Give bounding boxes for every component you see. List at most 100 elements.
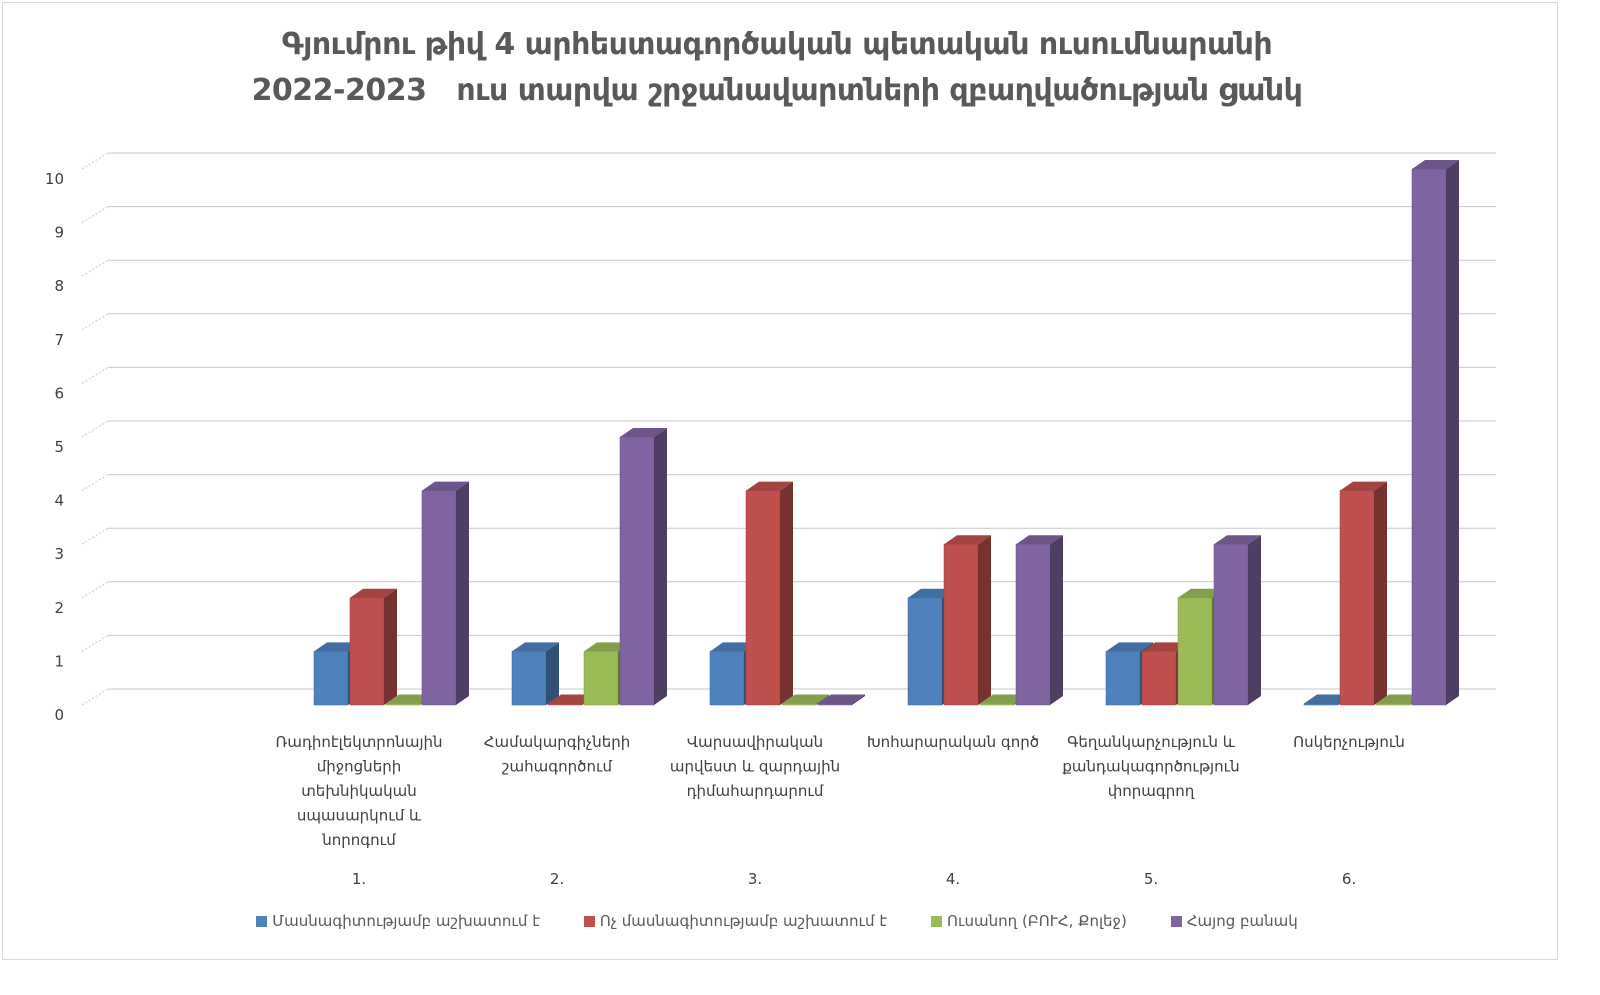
bar [1015,543,1051,706]
bar-side [852,694,865,705]
bar-top [782,694,829,704]
legend-item: Ոչ մասնագիտությամբ աշխատում է [583,912,888,930]
category-number: 5. [1144,870,1158,888]
bar [817,703,853,706]
bar [385,703,421,706]
legend-swatch [1170,915,1182,927]
bar-side [1248,535,1261,705]
bar [1411,168,1447,706]
bar-top [818,694,865,704]
gridline-side [81,634,109,652]
gridline-side [81,152,109,170]
chart-title-line-2: 2022-2023 ուս տարվա շրջանավարտների զբաղվ… [251,73,1303,108]
bar [313,651,349,706]
bar [1375,703,1411,706]
legend-label: Հայոց բանակ [1186,912,1298,930]
bar-top [746,481,793,491]
legend-label: Մասնագիտությամբ աշխատում է [272,912,540,930]
bar-top [1340,481,1387,491]
bar-top [944,535,991,545]
bar-side [1374,481,1387,705]
gridline-side [81,420,109,438]
y-tick-label: 1 [54,652,64,670]
bar-side [546,642,559,705]
bar [619,436,655,706]
bar [1213,543,1249,706]
bar-top [1214,535,1261,545]
bar-top [1178,588,1225,598]
bar-side [816,694,829,705]
chart-legend: Մասնագիտությամբ աշխատում է Ոչ մասնագիտութ… [0,912,1554,930]
gridline-side [81,474,109,492]
y-tick-label: 2 [54,599,64,617]
bar-top [1016,535,1063,545]
bar-side [384,588,397,705]
bar-side [1050,535,1063,705]
y-tick-label: 9 [54,224,64,242]
bar [979,703,1015,706]
legend-label: Ուսանող (ԲՈՒՀ, Քոլեջ) [947,912,1127,930]
bar-top [980,694,1027,704]
bar [709,651,745,706]
gridline-side [81,688,109,706]
x-tick-label: Վարսավիրական արվեստ և զարդային դիմահարդարո… [670,733,840,800]
gridline-side [81,206,109,224]
bar-chart-3d: 0 1 2 3 4 5 6 7 8 9 10 Ռադիոէլեկտրոնային միջոցների տե… [45,152,1496,888]
x-tick-label: Խոհարարական գործ [867,733,1039,751]
bar [745,490,781,706]
legend-item: Ուսանող (ԲՈՒՀ, Քոլեջ) [931,912,1127,930]
bar-top [314,642,361,652]
x-tick-label: Գեղանկարչություն և քանդակագործություն փորա… [1062,733,1239,800]
y-tick-label: 6 [54,384,64,402]
bar-side [654,428,667,705]
bar [907,597,943,706]
chart-title-line-1: Գյումրու թիվ 4 արհեստագործական պետական ո… [281,27,1273,62]
bar-top [422,481,469,491]
bar [1303,703,1339,706]
bar-side [780,481,793,705]
category-number: 4. [946,870,960,888]
bar-top [548,694,595,704]
y-tick-label: 10 [45,170,64,188]
bar [1105,651,1141,706]
legend-label: Ոչ մասնագիտությամբ աշխատում է [599,912,888,930]
bar-top [620,428,667,437]
bar-top [386,694,433,704]
y-tick-label: 8 [54,277,64,295]
bar [943,543,979,706]
y-tick-label: 0 [54,706,64,724]
bar [421,490,457,706]
gridline-side [81,313,109,331]
bar-top [710,642,757,652]
bar-side [1446,160,1459,705]
bar-top [512,642,559,652]
bar-top [1142,642,1189,652]
x-tick-label: Ոսկերչություն [1293,733,1405,751]
chart-title: Գյումրու թիվ 4 արհեստագործական պետական ո… [0,22,1554,114]
bar [1177,597,1213,706]
legend-item: Մասնագիտությամբ աշխատում է [256,912,540,930]
bar-top [1106,642,1153,652]
legend-item: Հայոց բանակ [1170,912,1298,930]
bar [583,651,619,706]
category-number: 2. [550,870,564,888]
gridline-side [81,259,109,277]
x-tick-label: Ռադիոէլեկտրոնային միջոցների տեխնիկական սպաս… [275,733,442,849]
legend-swatch [256,915,268,927]
gridline-side [81,581,109,599]
bar [349,597,385,706]
legend-swatch [583,915,595,927]
bar-top [350,588,397,598]
gridline-side [81,527,109,545]
bar [511,651,547,706]
bar [1141,651,1177,706]
bar [1339,490,1375,706]
bar [547,703,583,706]
category-number: 3. [748,870,762,888]
category-number: 1. [352,870,366,888]
y-tick-label: 7 [54,331,64,349]
bar [781,703,817,706]
legend-swatch [931,915,943,927]
bar-top [1412,160,1459,169]
chart-area [2,2,1558,960]
